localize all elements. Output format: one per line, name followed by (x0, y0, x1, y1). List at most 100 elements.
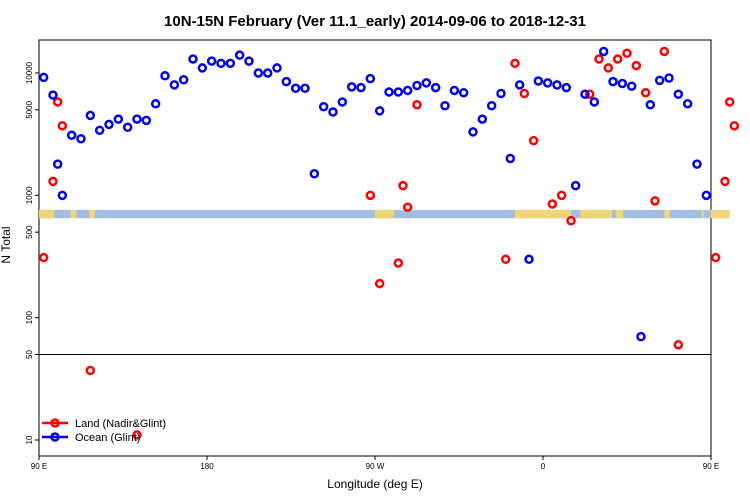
ocean-point (150, 99, 161, 109)
land-segment (89, 209, 95, 219)
land-segment (580, 209, 613, 219)
ocean-point (458, 87, 469, 98)
ocean-point (169, 80, 180, 90)
land-point (547, 199, 558, 209)
ocean-point (206, 56, 217, 66)
land-point (640, 87, 651, 98)
ocean-point (188, 54, 198, 64)
ocean-point (225, 58, 236, 69)
series-land (38, 46, 740, 440)
land-point (566, 215, 576, 226)
land-point (48, 176, 58, 187)
ocean-point (533, 76, 544, 86)
x-tick-label: 0 (541, 462, 546, 471)
ocean-point (645, 100, 656, 110)
ocean-point (682, 99, 693, 109)
land-point (393, 258, 404, 268)
ocean-point (132, 114, 142, 124)
continents-strip (39, 209, 730, 219)
y-axis-label: N Total (0, 226, 13, 263)
ocean-point (449, 85, 460, 96)
ocean-point (608, 76, 618, 87)
ocean-point (197, 63, 208, 73)
y-tick-label: 10000 (25, 61, 34, 84)
ocean-point (216, 58, 226, 69)
land-point (412, 100, 422, 110)
x-tick-label: 180 (200, 462, 214, 471)
ocean-point (234, 50, 245, 60)
land-point (612, 54, 623, 64)
y-tick-label: 100 (25, 310, 34, 324)
land-point (622, 48, 632, 59)
land-point (724, 97, 735, 107)
ocean-point (570, 180, 581, 191)
ocean-point (580, 89, 590, 100)
ocean-point (160, 70, 170, 81)
land-point (659, 46, 670, 57)
ocean-point (337, 97, 348, 107)
x-tick-label: 90 W (366, 462, 385, 471)
ocean-point (598, 46, 609, 57)
ocean-point (178, 75, 189, 85)
ocean-point (328, 107, 338, 117)
ocean-point (272, 63, 282, 73)
ocean-point (524, 254, 534, 265)
ocean-point (38, 72, 49, 83)
land-point (132, 430, 142, 440)
ocean-point (664, 73, 674, 83)
ocean-point (318, 101, 329, 112)
y-axis-ticks: 10 50 100 500 1000 5000 10000 (25, 61, 39, 444)
ocean-point (393, 87, 404, 97)
land-segment (615, 209, 624, 219)
land-segment (70, 209, 77, 219)
land-point (729, 121, 740, 131)
ocean-point (253, 68, 264, 78)
legend: Land (Nadir&Glint) Ocean (Glint) (42, 418, 166, 444)
land-point (52, 97, 63, 107)
land-segment (515, 209, 571, 219)
land-point (38, 252, 49, 263)
ocean-point (430, 82, 441, 93)
land-point (85, 365, 96, 376)
land-point (528, 135, 539, 146)
ocean-point (48, 90, 58, 100)
legend-item-land: Land (Nadir&Glint) (42, 418, 166, 430)
ocean-point (589, 97, 600, 107)
ocean-point (122, 122, 133, 133)
ocean-point (76, 134, 86, 144)
ocean-point (262, 68, 273, 78)
land-point (584, 89, 595, 100)
y-tick-label: 50 (25, 349, 34, 358)
ocean-point (440, 100, 450, 111)
x-tick-label: 90 E (703, 462, 719, 471)
ocean-point (496, 88, 506, 99)
ocean-point (104, 119, 114, 130)
ocean-point (402, 85, 413, 96)
y-tick-label: 5000 (25, 100, 34, 118)
x-axis-ticks: 90 E 180 90 W 0 90 E (31, 456, 719, 471)
ocean-point (421, 78, 432, 88)
ocean-point (300, 83, 310, 94)
ocean-point (281, 76, 292, 87)
ocean-point (701, 190, 712, 201)
x-tick-label: 90 E (31, 462, 47, 471)
data-points (38, 46, 740, 440)
y-tick-label: 500 (25, 225, 34, 239)
land-point (720, 176, 730, 187)
ocean-point (141, 115, 152, 126)
legend-label-ocean: Ocean (Glint) (75, 432, 140, 444)
x-axis-label: Longitude (deg E) (327, 477, 422, 491)
land-point (374, 278, 385, 289)
ocean-point (542, 78, 553, 88)
ocean-point (244, 56, 254, 66)
ocean-point (346, 82, 357, 92)
series-ocean (38, 46, 712, 342)
ocean-point (486, 100, 497, 111)
ocean-point (505, 153, 516, 164)
land-point (710, 252, 721, 263)
ocean-point (85, 110, 96, 121)
land-segment (375, 209, 394, 219)
land-point (402, 202, 413, 212)
ocean-point (468, 127, 478, 137)
